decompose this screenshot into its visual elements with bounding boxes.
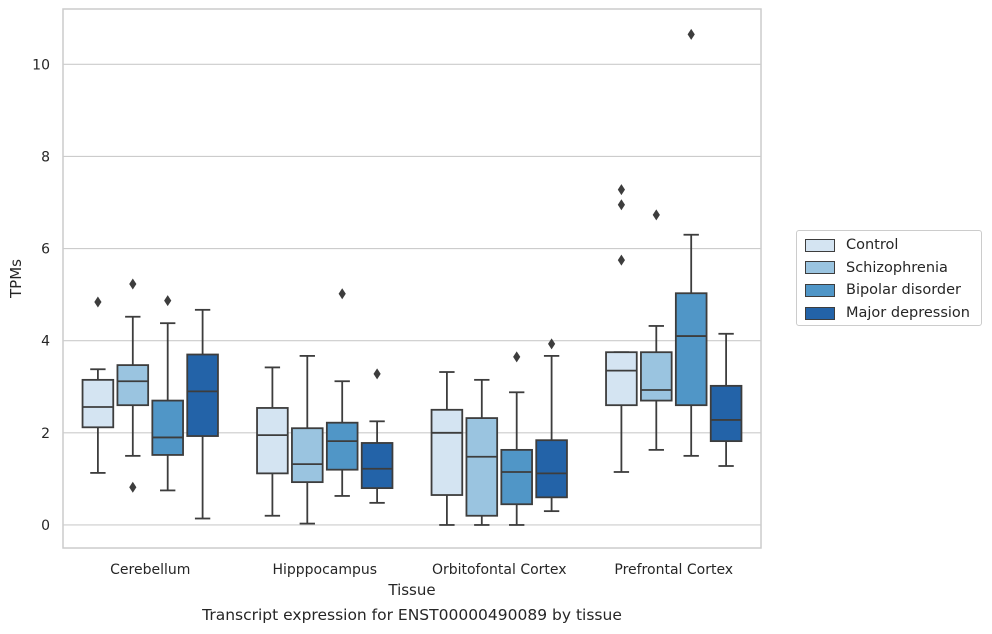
outlier-point [652, 209, 660, 221]
y-axis-label: TPMs [7, 259, 25, 299]
box [325, 421, 359, 471]
chart-caption: Transcript expression for ENST0000049008… [202, 606, 622, 624]
outlier-point [617, 184, 625, 196]
box [535, 439, 568, 499]
outlier-point [513, 351, 521, 363]
legend-swatch-control [805, 238, 835, 252]
legend-swatch-schizophrenia [805, 261, 835, 275]
outlier-point [373, 368, 381, 380]
box [186, 353, 219, 437]
outlier-point [129, 481, 137, 493]
outlier-point [617, 254, 625, 266]
legend-label-control: Control [846, 237, 899, 254]
legend-item-control: Control [805, 234, 981, 257]
outlier-point [617, 199, 625, 211]
legend-item-bipolar-disorder: Bipolar disorder [805, 279, 981, 302]
y-tick-label: 10 [32, 57, 50, 73]
legend-swatch-major-depression [805, 306, 835, 320]
legend-swatch-bipolar-disorder [805, 283, 835, 297]
x-tick-label: Prefrontal Cortex [614, 562, 733, 578]
legend-item-schizophrenia: Schizophrenia [805, 257, 981, 280]
y-tick-label: 6 [41, 242, 50, 258]
y-tick-label: 4 [41, 334, 50, 350]
legend: Control Schizophrenia Bipolar disorder M… [796, 230, 982, 326]
box [465, 417, 499, 517]
legend-label-schizophrenia: Schizophrenia [846, 259, 948, 276]
legend-item-major-depression: Major depression [805, 302, 981, 325]
y-tick-label: 2 [41, 426, 50, 442]
x-tick-label: Orbitofontal Cortex [432, 562, 567, 578]
box [360, 442, 394, 490]
x-axis-label: Tissue [387, 581, 435, 599]
legend-label-major-depression: Major depression [846, 305, 970, 322]
outlier-point [548, 338, 556, 350]
box [151, 399, 184, 456]
plot-frame [62, 8, 762, 549]
outlier-point [94, 296, 102, 308]
box [116, 364, 150, 407]
outlier-point [687, 28, 695, 40]
box [605, 351, 638, 407]
outlier-point [129, 278, 137, 290]
box [430, 408, 464, 496]
x-tick-label: Hipppocampus [272, 562, 377, 578]
box [640, 351, 673, 402]
box [709, 384, 743, 443]
x-tick-label: Cerebellum [110, 562, 190, 578]
outlier-point [338, 288, 346, 300]
box [291, 427, 324, 484]
box [256, 407, 289, 475]
y-tick-label: 0 [41, 518, 50, 534]
box [674, 292, 708, 407]
box [500, 448, 533, 506]
box [81, 378, 115, 429]
y-tick-label: 8 [41, 149, 50, 165]
outlier-point [164, 295, 172, 307]
legend-label-bipolar-disorder: Bipolar disorder [846, 282, 961, 299]
